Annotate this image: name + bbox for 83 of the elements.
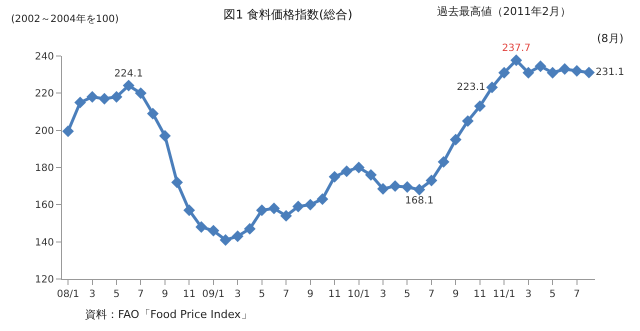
point bbox=[62, 125, 74, 138]
y-axis-title: (2002～2004年を100) bbox=[11, 13, 119, 25]
point bbox=[340, 165, 353, 178]
point bbox=[534, 60, 546, 72]
point bbox=[244, 222, 256, 235]
point bbox=[280, 210, 292, 222]
point bbox=[256, 204, 268, 216]
point bbox=[426, 174, 438, 186]
point bbox=[462, 115, 474, 127]
x-tick-label: 3 bbox=[234, 289, 241, 300]
x-tick-label: 9 bbox=[307, 289, 314, 300]
x-tick-label: 7 bbox=[138, 289, 144, 300]
point bbox=[401, 181, 414, 193]
point bbox=[98, 92, 110, 105]
point bbox=[583, 66, 595, 78]
point bbox=[546, 66, 558, 79]
point bbox=[316, 193, 328, 205]
point bbox=[438, 156, 450, 168]
point bbox=[183, 204, 196, 216]
data-label: 237.7 bbox=[502, 43, 531, 54]
point bbox=[486, 82, 498, 94]
y-tick-label: 220 bbox=[34, 88, 54, 100]
x-tick-label: 5 bbox=[113, 289, 120, 300]
x-tick-label: 5 bbox=[549, 289, 556, 300]
point bbox=[134, 87, 147, 100]
point bbox=[377, 183, 389, 195]
point bbox=[328, 170, 340, 183]
point bbox=[74, 96, 86, 108]
point bbox=[570, 65, 583, 77]
x-tick-label: 3 bbox=[89, 289, 96, 300]
y-tick-label: 240 bbox=[34, 52, 54, 62]
point bbox=[122, 80, 134, 92]
point bbox=[522, 66, 534, 79]
y-tick-label: 160 bbox=[34, 200, 54, 212]
x-tick-label: 5 bbox=[258, 289, 266, 300]
x-tick-label: 11 bbox=[182, 289, 196, 300]
data-label: 231.1 bbox=[596, 67, 624, 78]
point bbox=[268, 202, 280, 214]
point bbox=[558, 63, 571, 75]
x-tick-label: 3 bbox=[380, 289, 386, 300]
x-tick-label: 08/1 bbox=[56, 289, 80, 300]
point bbox=[414, 184, 426, 196]
y-tick-label: 180 bbox=[34, 163, 54, 174]
point bbox=[365, 169, 377, 181]
point bbox=[474, 100, 486, 112]
text: 過去最高値（2011年2月） bbox=[437, 5, 571, 18]
x-tick-label: 9 bbox=[162, 289, 168, 300]
x-tick-label: 11/1 bbox=[492, 289, 516, 300]
point bbox=[208, 224, 220, 237]
point bbox=[220, 234, 232, 246]
point bbox=[352, 162, 365, 174]
chart-title: 図1 食料価格指数(総合) bbox=[224, 7, 352, 22]
x-tick-label: 7 bbox=[428, 289, 435, 300]
data-label: 223.1 bbox=[456, 82, 486, 93]
point bbox=[450, 134, 462, 146]
x-tick-label: 11 bbox=[328, 289, 341, 300]
point bbox=[498, 66, 510, 79]
point bbox=[304, 198, 316, 211]
x-tick-label: 9 bbox=[452, 289, 459, 300]
data-label: 224.1 bbox=[114, 68, 143, 80]
data-label: 168.1 bbox=[405, 196, 434, 207]
point bbox=[159, 130, 171, 142]
point bbox=[510, 54, 522, 66]
point bbox=[86, 91, 98, 103]
point bbox=[110, 91, 122, 103]
x-tick-label: 09/1 bbox=[202, 289, 225, 300]
point bbox=[147, 108, 159, 120]
point bbox=[195, 221, 208, 233]
point bbox=[171, 176, 183, 188]
y-tick-label: 120 bbox=[34, 274, 54, 286]
x-tick-label: 5 bbox=[404, 289, 410, 300]
text: (8月) bbox=[597, 32, 624, 45]
point bbox=[389, 180, 401, 192]
x-tick-label: 7 bbox=[574, 289, 580, 300]
x-tick-label: 7 bbox=[282, 289, 290, 300]
y-tick-label: 140 bbox=[34, 237, 54, 248]
y-tick-label: 200 bbox=[34, 126, 54, 137]
point bbox=[292, 200, 304, 212]
x-tick-label: 3 bbox=[525, 289, 532, 300]
x-tick-label: 10/1 bbox=[348, 289, 370, 300]
x-tick-label: 11 bbox=[474, 289, 486, 300]
point bbox=[232, 230, 244, 242]
text: 資料：FAO「Food Price Index」 bbox=[85, 308, 252, 321]
